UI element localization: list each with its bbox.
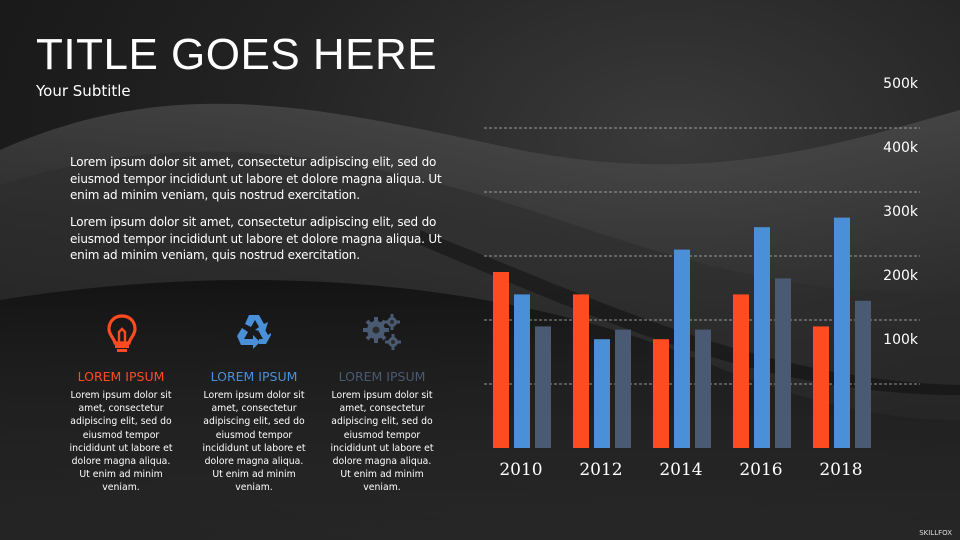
y-tick-label: 300k: [883, 204, 919, 220]
bar: [813, 326, 829, 448]
bar: [535, 326, 551, 448]
column-2-heading: LOREM IPSUM: [210, 369, 298, 384]
page-title: TITLE GOES HERE: [36, 30, 438, 79]
paragraph-2: Lorem ipsum dolor sit amet, consectetur …: [70, 215, 442, 262]
bar: [594, 339, 610, 448]
bar: [493, 272, 509, 448]
x-tick-label: 2010: [499, 460, 542, 480]
page-subtitle: Your Subtitle: [36, 82, 131, 100]
recycle-icon: [237, 315, 271, 349]
x-tick-label: 2014: [659, 460, 702, 480]
bar: [674, 249, 690, 448]
gears-icon: [363, 314, 401, 350]
bar: [615, 329, 631, 448]
bar: [695, 329, 711, 448]
bar: [573, 294, 589, 448]
bar-chart: 100k 200k 300k 400k 500k 2010 2012 2014 2016 2018: [484, 76, 920, 480]
paragraph-1: Lorem ipsum dolor sit amet, consectetur …: [70, 155, 442, 202]
y-tick-label: 200k: [883, 268, 919, 284]
x-tick-label: 2016: [739, 460, 782, 480]
bar: [775, 278, 791, 448]
bar: [653, 339, 669, 448]
bar: [733, 294, 749, 448]
y-tick-label: 400k: [883, 140, 919, 156]
brand-logo: SKILLFOX: [919, 529, 952, 537]
x-tick-label: 2012: [579, 460, 622, 480]
y-tick-label: 100k: [883, 332, 919, 348]
bar: [855, 300, 871, 448]
column-3-heading: LOREM IPSUM: [338, 369, 426, 384]
lightbulb-icon: [107, 314, 137, 352]
bar: [834, 217, 850, 448]
column-2-body: Lorem ipsum dolor sit amet, consectetur …: [202, 390, 306, 494]
bar: [754, 227, 770, 448]
column-1-heading: LOREM IPSUM: [77, 369, 165, 384]
column-1-body: Lorem ipsum dolor sit amet, consectetur …: [69, 390, 173, 494]
column-3-body: Lorem ipsum dolor sit amet, consectetur …: [330, 390, 434, 494]
y-tick-label: 500k: [883, 76, 919, 92]
bar: [514, 294, 530, 448]
x-tick-label: 2018: [819, 460, 862, 480]
